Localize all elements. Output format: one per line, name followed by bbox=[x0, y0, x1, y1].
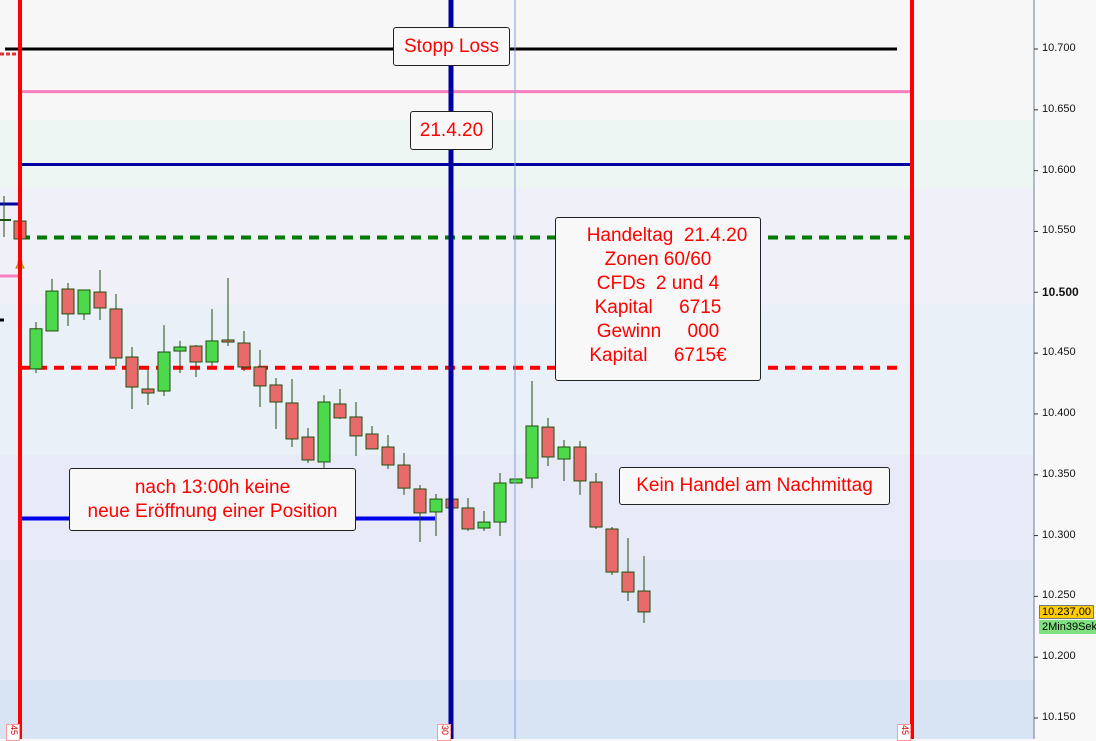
candle-up bbox=[509, 478, 523, 484]
candle-up bbox=[557, 446, 571, 460]
info-line: Kapital 6715 bbox=[594, 297, 722, 318]
date-label[interactable]: 21.4.20 bbox=[410, 111, 493, 150]
candle-down bbox=[349, 416, 363, 437]
candle-up bbox=[173, 346, 187, 352]
info-line: CFDs 2 und 4 bbox=[596, 273, 720, 294]
y-tick-label: 10.350 bbox=[1042, 467, 1076, 480]
candle-down bbox=[109, 308, 123, 359]
info-box[interactable]: Handeltag 21.4.20 Zonen 60/60 CFDs 2 und… bbox=[555, 217, 761, 381]
y-tick-label: 10.500 bbox=[1042, 285, 1079, 300]
y-tick-label: 10.150 bbox=[1042, 711, 1076, 724]
candle-up bbox=[45, 290, 59, 332]
y-tick-label: 10.700 bbox=[1042, 42, 1076, 54]
time-tag: 45 bbox=[897, 724, 911, 741]
candle-down bbox=[573, 446, 587, 482]
y-tick-label: 10.200 bbox=[1042, 650, 1076, 663]
note-line: neue Eröffnung einer Position bbox=[87, 501, 338, 522]
candle-up bbox=[525, 425, 539, 479]
no-afternoon-note[interactable]: Kein Handel am Nachmittag bbox=[619, 467, 890, 505]
background-band bbox=[0, 120, 1034, 188]
candle-down bbox=[589, 481, 603, 528]
time-tag: 30 bbox=[437, 724, 451, 741]
info-line: Zonen 60/60 bbox=[604, 249, 712, 270]
background-band bbox=[0, 680, 1034, 739]
candle-down bbox=[189, 345, 203, 363]
stop-loss-label[interactable]: Stopp Loss bbox=[393, 27, 510, 66]
candle-down bbox=[253, 366, 267, 387]
background-band bbox=[0, 560, 1034, 680]
time-tag: 45 bbox=[6, 724, 20, 741]
info-line: Kapital 6715€ bbox=[589, 345, 727, 366]
countdown-tag: 2Min39Sek bbox=[1039, 620, 1096, 634]
candle-down bbox=[237, 342, 251, 368]
candle-down bbox=[141, 388, 155, 394]
no-open-note[interactable]: nach 13:00h keine neue Eröffnung einer P… bbox=[69, 468, 356, 531]
candle-down bbox=[461, 507, 475, 530]
y-tick-label: 10.550 bbox=[1042, 224, 1076, 237]
last-price-tag: 10.237,00 bbox=[1039, 605, 1094, 619]
candle-down bbox=[301, 436, 315, 461]
candle-down bbox=[541, 426, 555, 458]
candle-up bbox=[157, 351, 171, 392]
y-tick-label: 10.300 bbox=[1042, 528, 1076, 541]
candle-down bbox=[221, 339, 235, 343]
candle-up bbox=[29, 328, 43, 370]
y-tick-label: 10.600 bbox=[1042, 163, 1076, 176]
candle-down bbox=[333, 403, 347, 419]
candle-down bbox=[397, 464, 411, 489]
info-line: Gewinn 000 bbox=[596, 321, 720, 342]
info-line: Handeltag 21.4.20 bbox=[586, 225, 748, 246]
candle-down bbox=[413, 488, 427, 514]
candle-down bbox=[93, 291, 107, 309]
candle-down bbox=[381, 446, 395, 466]
candle-up bbox=[429, 498, 443, 513]
y-tick-label: 10.650 bbox=[1042, 102, 1076, 115]
candle-up bbox=[477, 521, 491, 529]
candle-down bbox=[125, 356, 139, 388]
y-tick-label: 10.250 bbox=[1042, 589, 1076, 602]
candle-down bbox=[365, 433, 379, 450]
background-band bbox=[0, 188, 1034, 305]
candle-up bbox=[77, 289, 91, 315]
background-band bbox=[0, 305, 1034, 455]
background-band bbox=[0, 0, 1034, 120]
candle-down bbox=[637, 590, 651, 613]
candle-down bbox=[605, 528, 619, 573]
candle-down bbox=[269, 384, 283, 403]
y-tick-label: 10.450 bbox=[1042, 346, 1076, 359]
candle-up bbox=[317, 401, 331, 463]
candle-down bbox=[621, 571, 635, 593]
candle-up bbox=[493, 482, 507, 523]
candle-down bbox=[285, 402, 299, 440]
candle-down bbox=[61, 288, 75, 315]
note-line: nach 13:00h keine bbox=[134, 477, 291, 498]
y-tick-label: 10.400 bbox=[1042, 406, 1076, 419]
candle-up bbox=[205, 340, 219, 363]
